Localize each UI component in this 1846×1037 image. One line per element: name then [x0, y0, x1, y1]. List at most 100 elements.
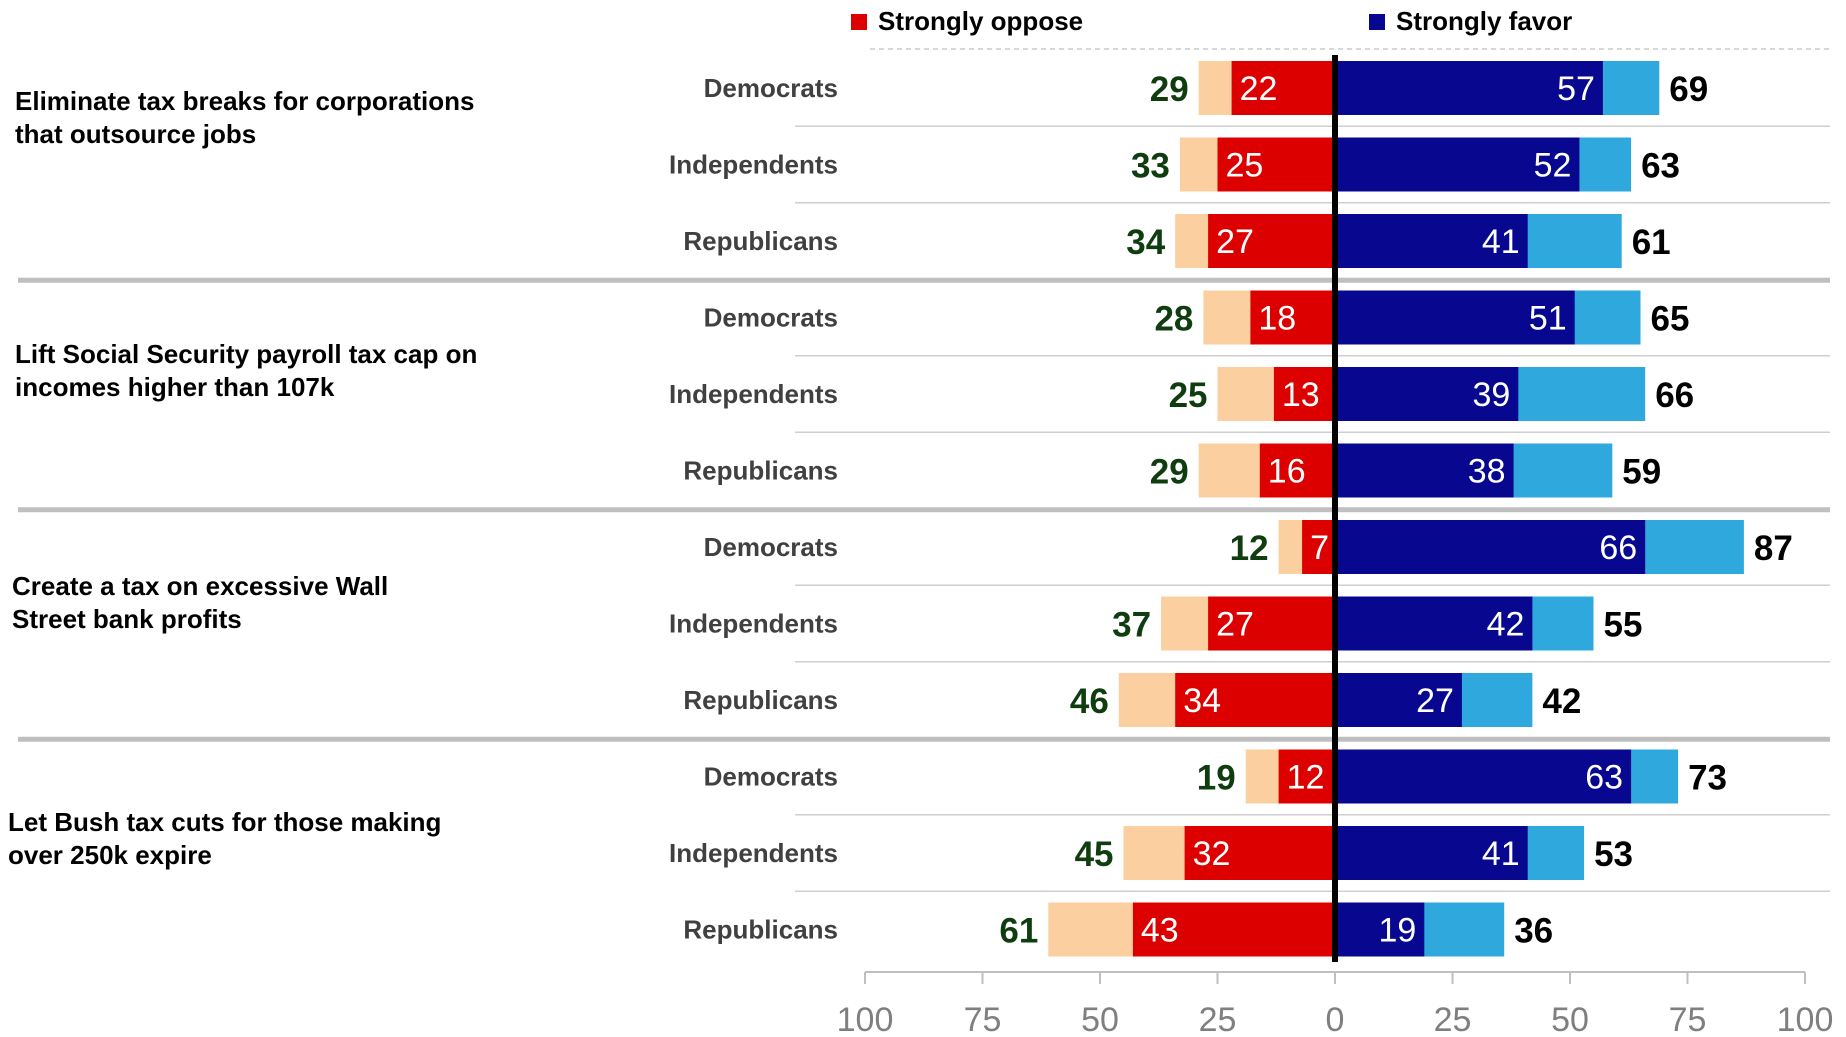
label-oppose-total-g3-republicans: 46 [1070, 682, 1109, 721]
label-strongly-oppose-g3-independents: 27 [1216, 606, 1254, 644]
topic-label-4: Let Bush tax cuts for those making over … [8, 807, 442, 870]
label-strongly-oppose-g2-republicans: 16 [1268, 453, 1306, 491]
bar-strongly-oppose-g1-republicans [1208, 214, 1335, 268]
bar-strongly-favor-g1-republicans [1335, 214, 1528, 268]
bar-strongly-oppose-g2-independents [1273, 367, 1335, 421]
label-strongly-favor-g3-independents: 42 [1487, 606, 1525, 644]
label-strongly-favor-g2-republicans: 38 [1468, 453, 1506, 491]
party-label-g1-democrats: Democrats [704, 73, 838, 103]
party-label-g2-republicans: Republicans [683, 456, 838, 486]
bar-strongly-oppose-g2-democrats [1250, 290, 1335, 345]
x-tick-label-6: 50 [1551, 1001, 1589, 1037]
label-strongly-favor-g4-independents: 41 [1482, 835, 1520, 873]
x-tick-label-1: 75 [964, 1001, 1002, 1037]
label-oppose-total-g2-independents: 25 [1169, 376, 1208, 415]
topic-label-2: Lift Social Security payroll tax cap on … [15, 339, 478, 402]
party-label-g1-independents: Independents [669, 150, 838, 180]
legend-label-strongly-favor: Strongly favor [1396, 6, 1573, 36]
label-strongly-favor-g4-republicans: 19 [1378, 912, 1416, 950]
label-oppose-total-g1-democrats: 29 [1150, 70, 1189, 109]
party-label-g4-independents: Independents [669, 838, 838, 868]
label-strongly-oppose-g3-democrats: 7 [1310, 529, 1329, 567]
legend-swatch-strongly-oppose [851, 14, 867, 30]
label-strongly-oppose-g4-republicans: 43 [1141, 912, 1179, 950]
label-oppose-total-g4-independents: 45 [1075, 835, 1114, 874]
label-oppose-total-g2-republicans: 29 [1150, 453, 1189, 492]
bar-strongly-oppose-g3-republicans [1175, 673, 1335, 727]
party-label-g2-democrats: Democrats [704, 303, 838, 333]
x-tick-label-4: 0 [1326, 1001, 1345, 1037]
label-favor-total-g1-republicans: 61 [1632, 223, 1671, 262]
label-strongly-favor-g3-democrats: 66 [1599, 529, 1637, 567]
label-oppose-total-g1-independents: 33 [1131, 147, 1170, 186]
legend-swatch-strongly-favor [1369, 14, 1385, 30]
bar-strongly-favor-g3-democrats [1335, 520, 1646, 574]
label-strongly-oppose-g4-democrats: 12 [1287, 759, 1325, 797]
bar-strongly-oppose-g1-democrats [1231, 61, 1335, 115]
label-favor-total-g4-democrats: 73 [1688, 759, 1727, 798]
x-tick-label-5: 25 [1434, 1001, 1472, 1037]
label-strongly-oppose-g1-republicans: 27 [1216, 223, 1254, 261]
x-tick-label-8: 100 [1777, 1001, 1834, 1037]
bar-strongly-oppose-g4-democrats [1278, 749, 1335, 804]
label-strongly-favor-g4-democrats: 63 [1585, 759, 1623, 797]
bar-strongly-favor-g4-independents [1335, 826, 1528, 880]
label-strongly-oppose-g4-independents: 32 [1193, 835, 1231, 873]
label-favor-total-g3-republicans: 42 [1542, 682, 1581, 721]
x-tick-label-0: 100 [837, 1001, 894, 1037]
label-strongly-oppose-g3-republicans: 34 [1183, 682, 1221, 720]
bar-strongly-favor-g2-democrats [1335, 290, 1575, 345]
bar-strongly-oppose-g3-democrats [1302, 520, 1335, 574]
label-favor-total-g3-democrats: 87 [1754, 529, 1793, 568]
bar-strongly-oppose-g2-republicans [1259, 443, 1335, 498]
label-oppose-total-g2-democrats: 28 [1154, 300, 1193, 339]
label-favor-total-g1-independents: 63 [1641, 147, 1680, 186]
bar-strongly-favor-g4-republicans [1335, 902, 1425, 957]
x-tick-label-2: 50 [1081, 1001, 1119, 1037]
label-favor-total-g2-democrats: 65 [1651, 300, 1690, 339]
legend-label-strongly-oppose: Strongly oppose [878, 6, 1084, 36]
label-favor-total-g3-independents: 55 [1604, 606, 1643, 645]
topic-label-3: Create a tax on excessive Wall Street ba… [12, 571, 389, 634]
label-oppose-total-g3-independents: 37 [1112, 606, 1151, 645]
label-strongly-favor-g1-republicans: 41 [1482, 223, 1520, 261]
bar-strongly-oppose-g3-independents [1208, 596, 1335, 651]
label-oppose-total-g3-democrats: 12 [1230, 529, 1269, 568]
label-favor-total-g4-republicans: 36 [1514, 912, 1553, 951]
label-strongly-oppose-g2-independents: 13 [1282, 376, 1320, 414]
party-label-g3-republicans: Republicans [683, 685, 838, 715]
label-favor-total-g2-independents: 66 [1655, 376, 1694, 415]
bar-strongly-favor-g1-independents [1335, 137, 1580, 192]
label-favor-total-g1-democrats: 69 [1669, 70, 1708, 109]
label-strongly-oppose-g1-democrats: 22 [1240, 70, 1278, 108]
label-strongly-oppose-g2-democrats: 18 [1258, 300, 1296, 338]
party-label-g4-democrats: Democrats [704, 762, 838, 792]
bar-strongly-favor-g3-republicans [1335, 673, 1462, 727]
topic-label-1: Eliminate tax breaks for corporations th… [15, 86, 475, 149]
label-oppose-total-g1-republicans: 34 [1126, 223, 1165, 262]
bar-strongly-favor-g2-republicans [1335, 443, 1514, 498]
party-label-g2-independents: Independents [669, 379, 838, 409]
label-strongly-favor-g1-democrats: 57 [1557, 70, 1595, 108]
label-oppose-total-g4-democrats: 19 [1197, 759, 1236, 798]
x-tick-label-7: 75 [1669, 1001, 1707, 1037]
bar-strongly-oppose-g4-republicans [1132, 902, 1335, 957]
bar-strongly-oppose-g1-independents [1217, 137, 1335, 192]
label-favor-total-g2-republicans: 59 [1622, 453, 1661, 492]
label-strongly-favor-g2-independents: 39 [1472, 376, 1510, 414]
label-strongly-favor-g3-republicans: 27 [1416, 682, 1454, 720]
party-label-g3-independents: Independents [669, 609, 838, 639]
party-label-g4-republicans: Republicans [683, 915, 838, 945]
bar-strongly-favor-g1-democrats [1335, 61, 1603, 115]
party-label-g3-democrats: Democrats [704, 532, 838, 562]
bar-strongly-oppose-g4-independents [1184, 826, 1335, 880]
bar-strongly-favor-g4-democrats [1335, 749, 1632, 804]
party-label-g1-republicans: Republicans [683, 226, 838, 256]
x-tick-label-3: 25 [1199, 1001, 1237, 1037]
label-oppose-total-g4-republicans: 61 [999, 912, 1038, 951]
label-favor-total-g4-independents: 53 [1594, 835, 1633, 874]
bar-strongly-favor-g3-independents [1335, 596, 1533, 651]
label-strongly-favor-g2-democrats: 51 [1529, 300, 1567, 338]
label-strongly-oppose-g1-independents: 25 [1226, 147, 1264, 185]
